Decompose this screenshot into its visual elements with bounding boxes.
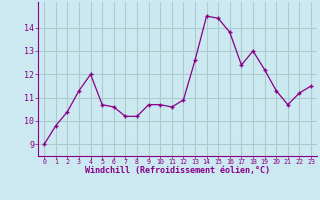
X-axis label: Windchill (Refroidissement éolien,°C): Windchill (Refroidissement éolien,°C) [85, 166, 270, 175]
